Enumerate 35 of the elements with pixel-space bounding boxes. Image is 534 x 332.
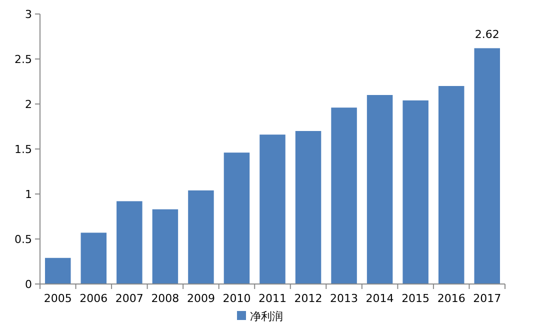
bar	[474, 48, 500, 284]
y-tick-label: 0	[25, 278, 32, 291]
bar	[366, 95, 393, 284]
x-tick-label: 2013	[330, 292, 358, 305]
y-tick-label: 2.5	[14, 53, 32, 66]
y-tick-label: 0.5	[14, 233, 32, 246]
x-tick-label: 2016	[437, 292, 466, 305]
bar	[152, 209, 178, 284]
data-label: 2.62	[474, 28, 500, 42]
x-tick-label: 2011	[258, 292, 286, 305]
y-tick-label: 1.5	[14, 143, 32, 156]
legend-label: 净利润	[250, 310, 283, 323]
y-tick-label: 1	[25, 188, 32, 201]
y-tick-label: 2	[25, 98, 32, 111]
bar	[45, 258, 71, 284]
bar	[402, 100, 428, 284]
bar	[224, 152, 250, 284]
bar	[188, 190, 214, 284]
x-tick-label: 2005	[44, 292, 72, 305]
bar	[80, 232, 107, 284]
bar	[438, 86, 464, 284]
x-tick-label: 2015	[402, 292, 430, 305]
x-tick-label: 2014	[366, 292, 394, 305]
bar	[331, 108, 357, 284]
x-tick-label: 2017	[473, 292, 502, 305]
y-tick-label: 3	[25, 8, 32, 21]
x-tick-label: 2006	[80, 292, 108, 305]
x-tick-label: 2008	[151, 292, 180, 305]
x-tick-label: 2009	[186, 292, 215, 305]
bar	[116, 201, 142, 284]
x-tick-label: 2010	[222, 292, 251, 305]
x-tick-label: 2007	[115, 292, 144, 305]
bar	[260, 134, 286, 284]
x-tick-label: 2012	[294, 292, 322, 305]
bar	[295, 131, 322, 284]
